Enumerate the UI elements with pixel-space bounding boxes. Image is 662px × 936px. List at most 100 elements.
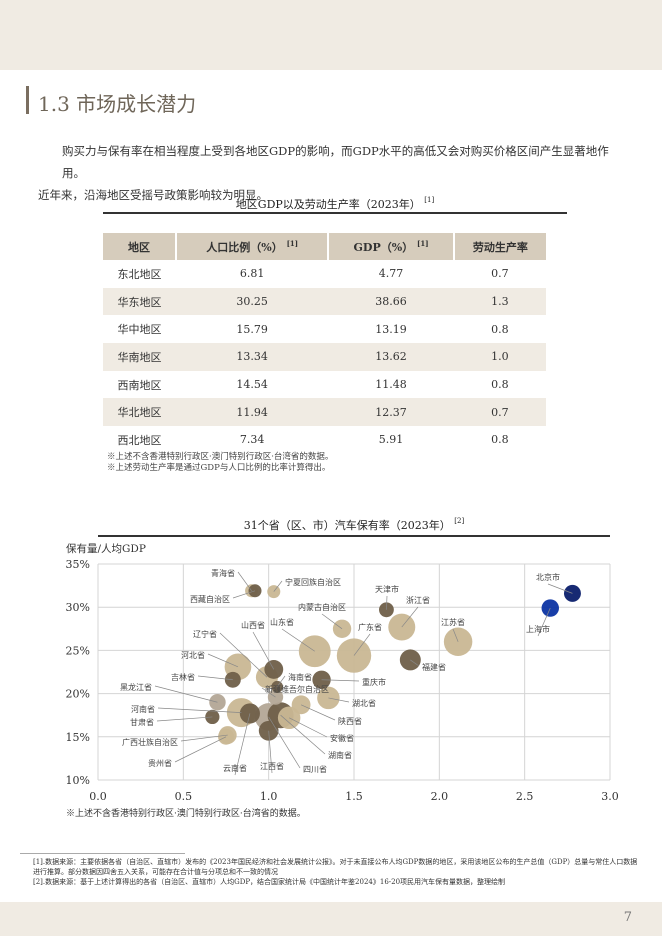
x-tick-label: 1.5	[345, 790, 363, 803]
bubble-chart: 0.0 0.5 1.0 1.5 2.0 2.5 3.0 10% 15% 20% 25% 30% 35% 青…	[66, 558, 619, 803]
table-row: 东北地区 6.81 4.77 0.7	[103, 260, 546, 288]
leader-line	[219, 632, 268, 678]
leader-line	[537, 607, 551, 637]
bubble-label: 吉林省	[171, 672, 195, 682]
table-cell: 0.8	[491, 378, 509, 392]
leader-line	[268, 730, 273, 774]
table-row: 西北地区 7.34 5.91 0.8	[103, 426, 546, 454]
x-tick-label: 2.5	[516, 790, 534, 803]
table-row: 华中地区 15.79 13.19 0.8	[103, 315, 546, 343]
table-cell: 0.7	[491, 267, 509, 281]
table-cell: 14.54	[236, 378, 268, 392]
footnotes: [1].数据来源：主要依据各省（自治区、直辖市）发布的《2023年国民经济和社会…	[33, 857, 643, 887]
footnote-2: [2].数据来源：基于上述计算得出的各省（自治区、直辖市）人均GDP，结合国家统…	[33, 878, 506, 886]
table-notes: ※上述不含香港特别行政区·澳门特别行政区·台湾省的数据。 ※上述劳动生产率是通过…	[107, 452, 333, 474]
bubble	[248, 584, 262, 598]
bubble-label: 安徽省	[330, 733, 354, 743]
x-tick-label: 1.0	[260, 790, 278, 803]
table-cell: 0.8	[491, 322, 509, 336]
column-header: 劳动生产率	[453, 233, 546, 260]
leader-line	[386, 595, 388, 610]
chart-title: 31个省（区、市）汽车保有率（2023年） [2]	[98, 517, 610, 533]
leader-line	[276, 675, 286, 687]
bubble-label: 辽宁省	[193, 629, 217, 639]
x-tick-label: 3.0	[601, 790, 619, 803]
table-cell: 15.79	[236, 322, 268, 336]
table-title-text: 地区GDP以及劳动生产率（2023年）	[235, 198, 421, 211]
bubble-label: 湖南省	[328, 750, 352, 760]
table-cell: 5.91	[378, 433, 404, 447]
leader-line	[280, 714, 326, 755]
y-tick-label: 20%	[66, 688, 90, 701]
bubble-label: 陕西省	[338, 716, 362, 726]
leader-line	[232, 590, 256, 599]
bubble-label: 上海市	[526, 624, 550, 634]
table-cell: 30.25	[176, 287, 329, 316]
bubble-label: 西藏自治区	[190, 594, 230, 604]
leader-line	[268, 716, 301, 769]
bubble	[563, 584, 581, 602]
table-cell: 西南地区	[117, 378, 162, 392]
leader-line	[401, 606, 419, 628]
table-cell: 12.37	[328, 398, 454, 427]
table-cell: 华南地区	[103, 343, 177, 371]
leader-line	[321, 613, 343, 630]
table-cell: 13.19	[375, 322, 407, 336]
bubble	[267, 689, 284, 705]
bubble	[267, 585, 281, 599]
leader-line	[452, 628, 459, 642]
table-cell: 华东地区	[103, 287, 177, 316]
leader-line	[410, 659, 420, 667]
leader-line	[197, 675, 233, 681]
footnote-rule	[20, 853, 185, 854]
bubble-label: 广东省	[358, 622, 382, 632]
bubble-label: 湖北省	[352, 698, 376, 708]
bubble-label: 甘肃省	[130, 717, 154, 727]
leader-line	[237, 571, 252, 591]
y-tick-label: 25%	[66, 644, 90, 657]
bubble	[541, 599, 559, 617]
footnote-1: [1].数据来源：主要依据各省（自治区、直辖市）发布的《2023年国民经济和社会…	[33, 858, 638, 876]
bubble-label: 河北省	[181, 650, 205, 660]
bubble	[388, 613, 416, 641]
y-tick-label: 35%	[66, 558, 90, 571]
table-cell: 华北地区	[103, 398, 177, 427]
bubble-label: 天津市	[375, 584, 399, 594]
column-header: 地区	[103, 233, 178, 260]
column-header-text: 人口比例（%）	[206, 240, 283, 254]
section-heading: 1.3 市场成长潜力	[38, 92, 197, 116]
table-row: 华南地区 13.34 13.62 1.0	[103, 343, 546, 371]
table-title-ref: [1]	[424, 196, 435, 204]
table-body: 东北地区 6.81 4.77 0.7 华东地区 30.25 38.66 1.3 华中地区 15.7…	[103, 260, 546, 454]
table-cell: 38.66	[328, 287, 454, 316]
bubble-label: 新疆维吾尔自治区	[265, 684, 329, 694]
table-cell: 11.48	[375, 378, 407, 392]
footer-band	[0, 902, 662, 936]
table-cell: 7.34	[239, 433, 265, 447]
leader-line	[328, 697, 350, 703]
leader-line	[234, 713, 251, 776]
leader-line	[261, 687, 276, 698]
header-band	[0, 0, 662, 70]
leader-line	[300, 704, 336, 721]
bubble-label: 河南省	[131, 704, 155, 714]
leader-line	[252, 631, 275, 670]
leader-line	[154, 685, 218, 703]
bubble-label: 青海省	[211, 568, 235, 578]
table-cell: 4.77	[378, 267, 404, 281]
chart-title-rule	[98, 535, 610, 537]
leader-line	[207, 653, 239, 668]
bubble-label: 海南省	[288, 672, 312, 682]
y-axis-label: 保有量/人均GDP	[66, 543, 146, 555]
bubble-label: 浙江省	[406, 595, 430, 605]
header-ref: [1]	[417, 238, 429, 248]
heading-accent-bar	[26, 86, 29, 114]
x-tick-label: 0.0	[89, 790, 107, 803]
leader-line	[353, 633, 371, 656]
table-cell: 华中地区	[117, 323, 162, 337]
table-cell: 1.0	[453, 343, 546, 371]
y-tick-label: 10%	[66, 774, 90, 787]
y-tick-label: 30%	[66, 601, 90, 614]
table-cell: 0.8	[491, 433, 509, 447]
bubble-label: 山东省	[270, 617, 294, 627]
